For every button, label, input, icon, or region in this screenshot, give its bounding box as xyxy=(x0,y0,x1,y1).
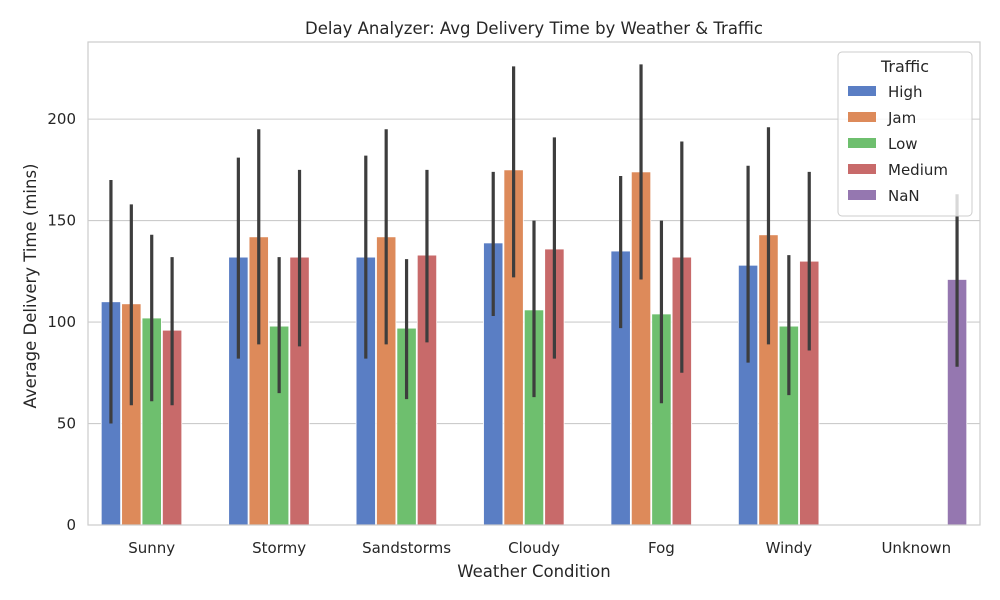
x-axis-label: Weather Condition xyxy=(457,562,610,581)
y-tick-0: 0 xyxy=(66,516,76,534)
chart-title: Delay Analyzer: Avg Delivery Time by Wea… xyxy=(305,19,763,38)
x-tick-windy: Windy xyxy=(766,539,813,557)
x-tick-fog: Fog xyxy=(648,539,675,557)
legend-swatch-medium xyxy=(848,164,876,174)
x-tick-labels: Sunny Stormy Sandstorms Cloudy Fog Windy Unkno… xyxy=(128,539,951,557)
y-axis-label: Average Delivery Time (mins) xyxy=(21,164,40,409)
legend-label-low: Low xyxy=(888,135,918,153)
error-bars xyxy=(109,64,959,424)
legend-swatch-low xyxy=(848,138,876,148)
y-tick-100: 100 xyxy=(47,313,76,331)
legend-label-nan: NaN xyxy=(888,187,920,205)
x-tick-unknown: Unknown xyxy=(881,539,951,557)
legend-label-jam: Jam xyxy=(887,109,916,127)
legend-swatch-jam xyxy=(848,112,876,122)
x-tick-sunny: Sunny xyxy=(128,539,175,557)
legend-items: High Jam Low Medium NaN xyxy=(848,83,948,205)
y-tick-labels: 0 50 100 150 200 xyxy=(47,110,76,534)
y-tick-200: 200 xyxy=(47,110,76,128)
plot-frame xyxy=(87,41,981,526)
legend-title: Traffic xyxy=(880,57,929,76)
legend: Traffic High Jam Low Medium NaN xyxy=(837,51,973,217)
legend-label-medium: Medium xyxy=(888,161,948,179)
x-tick-sandstorms: Sandstorms xyxy=(362,539,451,557)
x-tick-stormy: Stormy xyxy=(252,539,306,557)
legend-swatch-nan xyxy=(848,190,876,200)
y-tick-50: 50 xyxy=(57,415,76,433)
legend-swatch-high xyxy=(848,86,876,96)
x-tick-cloudy: Cloudy xyxy=(508,539,560,557)
legend-label-high: High xyxy=(888,83,922,101)
y-tick-150: 150 xyxy=(47,212,76,230)
